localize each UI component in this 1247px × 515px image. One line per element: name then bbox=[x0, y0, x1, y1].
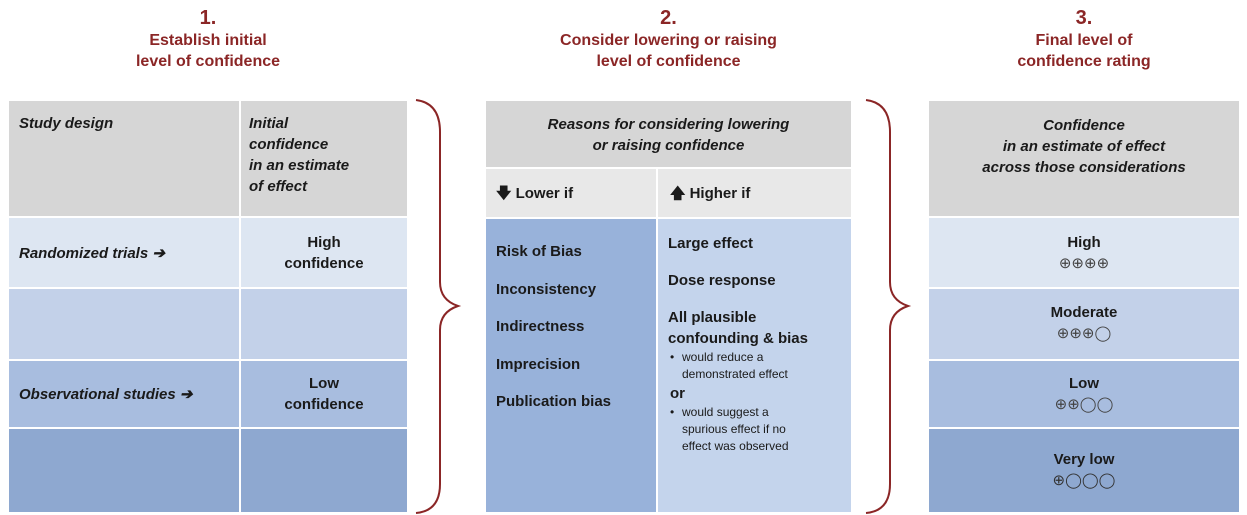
reason: confounding & bias bbox=[668, 330, 808, 347]
reason: Dose response bbox=[668, 272, 776, 289]
text: spurious effect if no bbox=[682, 422, 786, 436]
step-3: 3. Final level of confidence rating bbox=[928, 6, 1240, 72]
text: in an estimate of effect bbox=[1002, 138, 1166, 155]
step-1: 1. Establish initial level of confidence bbox=[8, 6, 408, 72]
reason: Publication bias bbox=[496, 393, 612, 410]
rating-cell: Very low ⊕◯◯◯ bbox=[928, 428, 1240, 513]
text: Low bbox=[309, 375, 339, 392]
bullet: • would suggest a spurious effect if no … bbox=[668, 404, 841, 455]
bullet-dot: • bbox=[670, 350, 675, 364]
step-title: level of confidence bbox=[135, 53, 281, 70]
text: effect was observed bbox=[682, 439, 789, 453]
symbols: ⊕⊕⊕◯ bbox=[1056, 325, 1112, 342]
text: across those considerations bbox=[982, 159, 1186, 176]
cell: Low confidence bbox=[240, 360, 408, 428]
rating-cell: Moderate ⊕⊕⊕◯ bbox=[928, 288, 1240, 360]
reason: Imprecision bbox=[496, 355, 581, 373]
step-title: level of confidence bbox=[596, 53, 741, 70]
header-cell: 🡅 Higher if bbox=[657, 168, 852, 218]
brace bbox=[415, 99, 462, 514]
rating: Low bbox=[1069, 375, 1099, 392]
reason: Inconsistency bbox=[496, 280, 597, 298]
header-cell: Study design bbox=[8, 100, 240, 217]
text: of effect bbox=[249, 178, 308, 195]
cell: Risk of Bias Inconsistency Indirectness … bbox=[485, 218, 657, 513]
step-title: Consider lowering or raising bbox=[560, 32, 777, 49]
header-cell: 🡇 Lower if bbox=[485, 168, 657, 218]
text: would suggest a bbox=[682, 405, 769, 419]
text: demonstrated effect bbox=[682, 367, 788, 381]
reason: Indirectness bbox=[496, 318, 585, 335]
rating: High bbox=[1067, 234, 1101, 251]
text: or bbox=[670, 385, 685, 402]
step-title: Establish initial bbox=[149, 32, 267, 49]
text: Initial bbox=[249, 115, 289, 132]
header-cell: Confidence in an estimate of effect acro… bbox=[928, 100, 1240, 217]
brace bbox=[865, 99, 912, 514]
cell bbox=[240, 288, 408, 360]
step-number: 1. bbox=[199, 7, 217, 29]
bullet-dot: • bbox=[670, 405, 675, 419]
reason: Risk of Bias bbox=[496, 243, 582, 260]
rating: Very low bbox=[1053, 451, 1115, 468]
symbols: ⊕⊕⊕⊕ bbox=[1058, 255, 1110, 272]
text: or raising confidence bbox=[592, 137, 745, 154]
cell bbox=[240, 428, 408, 513]
cell: Observational studies ➔ bbox=[8, 360, 240, 428]
rating: Moderate bbox=[1050, 304, 1118, 321]
cell: Large effect Dose response All plausible… bbox=[657, 218, 852, 513]
step-2: 2. Consider lowering or raising level of… bbox=[485, 6, 852, 72]
cell: High confidence bbox=[240, 217, 408, 288]
step-number: 3. bbox=[1075, 7, 1093, 29]
text: would reduce a bbox=[682, 350, 764, 364]
rating-cell: High ⊕⊕⊕⊕ bbox=[928, 217, 1240, 288]
reason: All plausible bbox=[668, 309, 757, 326]
cell bbox=[8, 428, 240, 513]
cell bbox=[8, 288, 240, 360]
symbols: ⊕◯◯◯ bbox=[1052, 472, 1116, 489]
header-cell: Reasons for considering lowering or rais… bbox=[485, 100, 852, 168]
step-number: 2. bbox=[660, 7, 677, 29]
rating-cell: Low ⊕⊕◯◯ bbox=[928, 360, 1240, 428]
text: Confidence bbox=[1043, 117, 1125, 134]
step-title: confidence rating bbox=[1017, 53, 1151, 70]
text: Reasons for considering lowering bbox=[547, 116, 790, 133]
reason: Large effect bbox=[668, 235, 754, 252]
text: in an estimate bbox=[249, 157, 350, 174]
bullet: • would reduce a demonstrated effect bbox=[668, 349, 841, 383]
step-title: Final level of bbox=[1035, 32, 1133, 49]
text: High bbox=[307, 234, 341, 251]
header-cell: Initial confidence in an estimate of eff… bbox=[240, 100, 408, 217]
symbols: ⊕⊕◯◯ bbox=[1054, 396, 1114, 413]
text: confidence bbox=[284, 396, 364, 413]
cell: Randomized trials ➔ bbox=[8, 217, 240, 288]
text: confidence bbox=[284, 255, 364, 272]
text: confidence bbox=[249, 136, 329, 153]
